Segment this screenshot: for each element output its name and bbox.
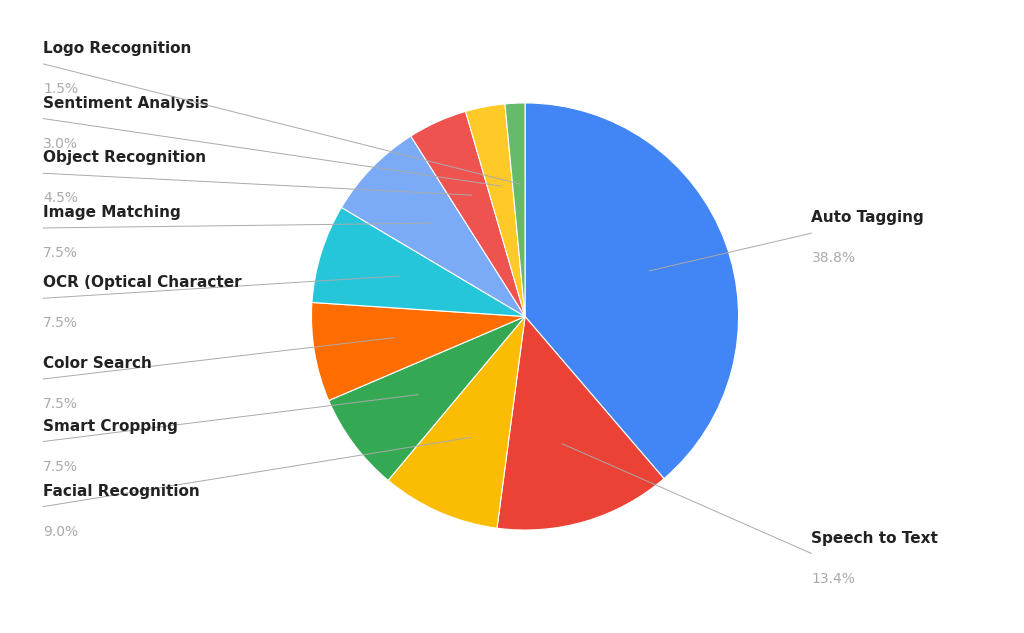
Text: Auto Tagging: Auto Tagging: [811, 210, 925, 225]
Text: 7.5%: 7.5%: [43, 316, 78, 330]
Wedge shape: [497, 316, 664, 530]
Text: Speech to Text: Speech to Text: [811, 530, 938, 546]
Wedge shape: [312, 208, 525, 316]
Text: Object Recognition: Object Recognition: [43, 151, 207, 165]
Text: Logo Recognition: Logo Recognition: [43, 41, 191, 56]
Text: 7.5%: 7.5%: [43, 246, 78, 260]
Text: OCR (Optical Character: OCR (Optical Character: [43, 275, 242, 291]
Text: Image Matching: Image Matching: [43, 205, 181, 220]
Text: 13.4%: 13.4%: [811, 572, 855, 586]
Wedge shape: [329, 316, 525, 480]
Wedge shape: [525, 103, 738, 479]
Text: 4.5%: 4.5%: [43, 192, 78, 206]
Text: Smart Cropping: Smart Cropping: [43, 418, 178, 434]
Text: Color Search: Color Search: [43, 356, 153, 371]
Text: 9.0%: 9.0%: [43, 525, 79, 539]
Wedge shape: [388, 316, 525, 528]
Wedge shape: [311, 303, 525, 401]
Text: 7.5%: 7.5%: [43, 398, 78, 411]
Text: 7.5%: 7.5%: [43, 460, 78, 473]
Text: Facial Recognition: Facial Recognition: [43, 484, 200, 499]
Text: Sentiment Analysis: Sentiment Analysis: [43, 96, 209, 111]
Wedge shape: [411, 111, 525, 316]
Text: 1.5%: 1.5%: [43, 82, 79, 96]
Wedge shape: [505, 103, 525, 316]
Wedge shape: [341, 136, 525, 316]
Text: 38.8%: 38.8%: [811, 251, 855, 265]
Wedge shape: [466, 104, 525, 316]
Text: 3.0%: 3.0%: [43, 137, 78, 151]
